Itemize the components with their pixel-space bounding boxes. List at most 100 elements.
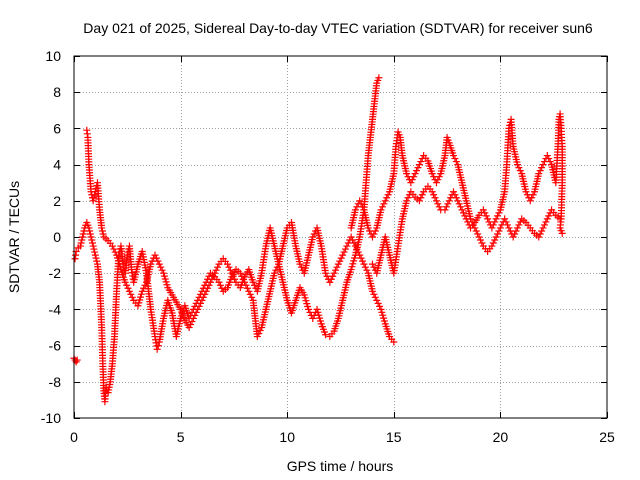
data-point-marker — [502, 218, 510, 226]
data-point-marker — [92, 254, 100, 262]
x-tick-label: 10 — [279, 429, 295, 445]
data-point-marker — [535, 233, 543, 241]
data-point-marker — [477, 236, 485, 244]
data-point-marker — [255, 330, 263, 338]
data-point-marker — [322, 331, 330, 339]
data-point-marker — [376, 302, 384, 310]
data-point-marker — [357, 200, 365, 208]
data-point-marker — [545, 155, 553, 163]
data-point-marker — [511, 230, 519, 238]
data-point-marker — [90, 194, 98, 202]
data-point-marker — [334, 260, 342, 268]
data-point-marker — [496, 224, 504, 232]
data-point-marker — [543, 152, 551, 160]
data-point-marker — [246, 290, 254, 298]
data-point-marker — [441, 206, 449, 214]
data-point-marker — [224, 260, 232, 268]
data-point-marker — [189, 314, 197, 322]
data-point-marker — [337, 254, 345, 262]
data-point-marker — [417, 194, 425, 202]
data-point-marker — [359, 257, 367, 265]
data-point-marker — [251, 281, 259, 289]
data-point-marker — [457, 203, 465, 211]
data-point-marker — [93, 257, 101, 265]
data-point-marker — [377, 206, 385, 214]
y-axis-ticks: -10 -8 -6 -4 -2 0 2 4 6 8 10 — [41, 48, 607, 426]
grid-lines — [74, 56, 607, 418]
data-point-marker — [123, 281, 131, 289]
data-point-marker — [501, 215, 509, 223]
data-point-marker — [196, 299, 204, 307]
data-point-marker — [374, 299, 382, 307]
data-point-marker — [98, 227, 106, 235]
data-point-marker — [214, 263, 222, 271]
data-point-marker — [368, 233, 376, 241]
data-point-marker — [351, 206, 359, 214]
series-trace-b — [83, 126, 398, 346]
data-point-marker — [86, 230, 94, 238]
data-point-marker — [505, 224, 513, 232]
data-point-marker — [371, 227, 379, 235]
data-point-marker — [88, 236, 96, 244]
data-point-marker — [414, 164, 422, 172]
data-point-marker — [417, 158, 425, 166]
data-point-marker — [108, 242, 116, 250]
data-point-marker — [296, 260, 304, 268]
data-point-marker — [91, 251, 99, 259]
chart-title: Day 021 of 2025, Sidereal Day-to-day VTE… — [83, 20, 593, 36]
data-point-marker — [229, 272, 237, 280]
data-point-marker — [153, 345, 161, 353]
data-point-marker — [158, 266, 166, 274]
data-point-marker — [494, 212, 502, 220]
data-point-marker — [202, 287, 210, 295]
data-point-marker — [492, 233, 500, 241]
data-point-marker — [370, 263, 378, 271]
data-point-marker — [89, 242, 97, 250]
x-axis-title: GPS time / hours — [287, 458, 394, 474]
data-point-marker — [231, 275, 239, 283]
data-point-marker — [413, 167, 421, 175]
y-tick-label: 6 — [53, 120, 61, 136]
x-tick-label: 5 — [177, 429, 185, 445]
data-point-marker — [418, 191, 426, 199]
data-point-marker — [472, 227, 480, 235]
y-axis-title: SDTVAR / TECUs — [6, 181, 22, 293]
data-point-marker — [351, 242, 359, 250]
data-point-marker — [310, 230, 318, 238]
data-point-marker — [339, 251, 347, 259]
x-tick-label: 0 — [70, 429, 78, 445]
data-point-marker — [516, 218, 524, 226]
data-point-marker — [243, 284, 251, 292]
data-point-marker — [218, 284, 226, 292]
data-point-marker — [333, 263, 341, 271]
data-point-marker — [125, 287, 133, 295]
data-point-marker — [185, 324, 193, 331]
data-point-marker — [147, 260, 155, 268]
data-point-marker — [454, 197, 462, 205]
data-point-marker — [494, 230, 502, 238]
data-point-marker — [128, 293, 136, 301]
data-point-marker — [99, 230, 107, 238]
data-point-marker — [488, 242, 496, 250]
y-tick-label: 4 — [53, 157, 61, 173]
x-tick-label: 25 — [599, 429, 615, 445]
data-point-marker — [452, 194, 460, 202]
data-point-marker — [513, 224, 521, 232]
data-point-marker — [431, 194, 439, 202]
data-point-marker — [90, 245, 98, 253]
series-trace-a — [70, 74, 383, 406]
data-point-marker — [329, 272, 337, 280]
data-point-marker — [140, 284, 148, 292]
data-point-marker — [78, 236, 86, 244]
data-point-marker — [349, 236, 357, 244]
x-tick-label: 20 — [493, 429, 509, 445]
data-point-marker — [410, 173, 418, 181]
data-point-marker — [206, 278, 214, 286]
data-point-marker — [403, 170, 411, 178]
data-point-marker — [124, 284, 132, 292]
data-point-marker — [430, 191, 438, 199]
data-point-marker — [111, 248, 119, 256]
data-point-marker — [536, 167, 544, 175]
data-point-marker — [79, 230, 87, 238]
